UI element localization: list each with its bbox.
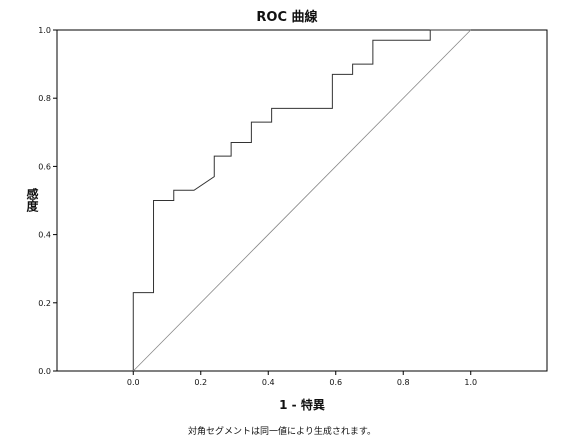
y-tick-label: 0.4	[38, 231, 51, 240]
x-tick-label: 0.2	[194, 378, 207, 387]
y-ticks: 0.0 0.2 0.4 0.6 0.8 1.0	[38, 26, 57, 376]
x-axis-label: 1 - 特異	[279, 397, 325, 412]
y-tick-label: 0.0	[38, 367, 51, 376]
roc-curve-line	[132, 29, 471, 371]
y-tick-label: 0.2	[38, 299, 51, 308]
y-axis-label: 感度	[25, 187, 39, 213]
chart-title: ROC 曲線	[256, 9, 318, 25]
x-tick-label: 0.4	[262, 378, 275, 387]
footnote: 対角セグメントは同一値により生成されます。	[188, 425, 376, 437]
y-tick-label: 0.8	[38, 94, 51, 103]
reference-diagonal-line	[132, 29, 472, 372]
y-tick-label: 1.0	[38, 26, 51, 35]
plot-lines	[132, 29, 472, 372]
plot-frame	[56, 29, 548, 372]
x-ticks: 0.0 0.2 0.4 0.6 0.8 1.0	[127, 371, 477, 387]
x-tick-label: 1.0	[464, 378, 477, 387]
y-tick-label: 0.6	[38, 162, 51, 171]
x-tick-label: 0.6	[329, 378, 342, 387]
x-tick-label: 0.0	[127, 378, 140, 387]
x-tick-label: 0.8	[397, 378, 410, 387]
